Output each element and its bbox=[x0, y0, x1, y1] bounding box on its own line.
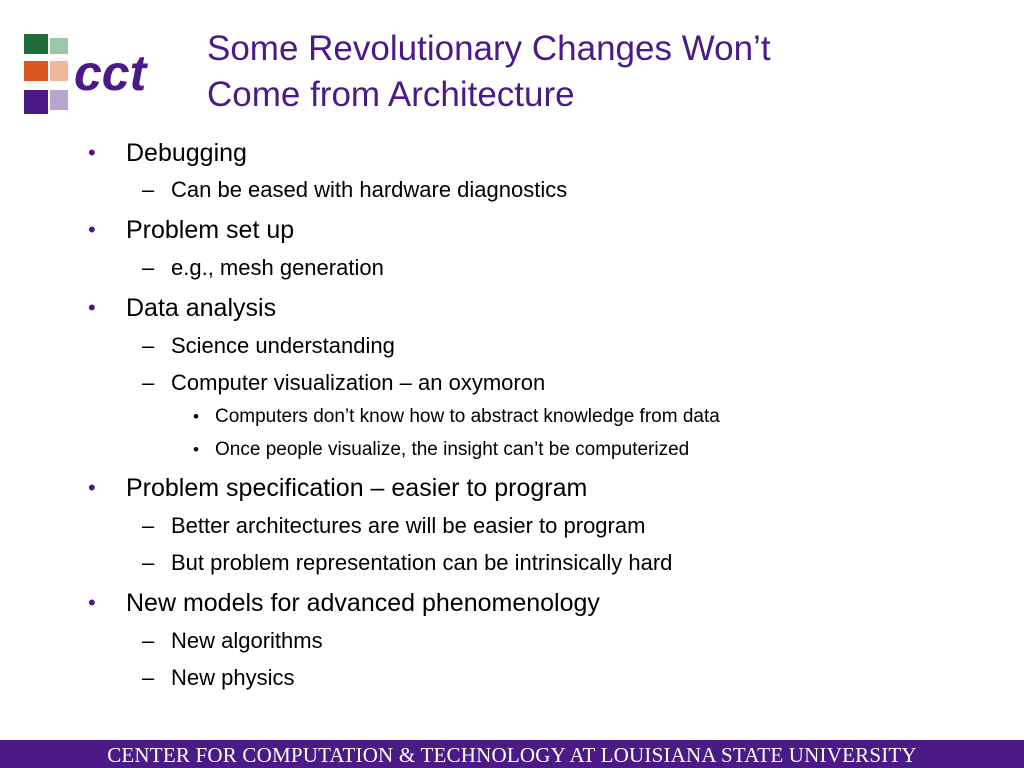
bullet-text: New models for advanced phenomenology bbox=[126, 589, 600, 617]
bullet-marker: • bbox=[88, 475, 96, 500]
bullet-marker: – bbox=[142, 550, 155, 575]
logo-square-orange bbox=[24, 61, 48, 81]
bullet-marker: • bbox=[88, 295, 96, 320]
sub-bullet-item: – New algorithms bbox=[142, 628, 323, 654]
logo-text: cct bbox=[74, 45, 149, 101]
bullet-text: New physics bbox=[171, 665, 295, 690]
bullet-text: Can be eased with hardware diagnostics bbox=[171, 177, 568, 202]
bullet-text: Problem specification – easier to progra… bbox=[126, 474, 588, 502]
logo-square-light-green bbox=[50, 38, 68, 54]
sub-bullet-item: – New physics bbox=[142, 665, 295, 691]
bullet-marker: – bbox=[142, 370, 155, 395]
bullet-marker: – bbox=[142, 628, 155, 653]
bullet-marker: – bbox=[142, 665, 155, 690]
bullet-marker: • bbox=[88, 217, 96, 242]
footer-text: CENTER FOR COMPUTATION & TECHNOLOGY AT L… bbox=[107, 743, 917, 767]
bullet-marker: • bbox=[88, 140, 96, 165]
bullet-text: Science understanding bbox=[171, 333, 395, 358]
bullet-text: Problem set up bbox=[126, 216, 295, 244]
footer-bar: CENTER FOR COMPUTATION & TECHNOLOGY AT L… bbox=[0, 740, 1024, 768]
sub-bullet-item: – Can be eased with hardware diagnostics bbox=[142, 177, 568, 203]
logo-square-purple bbox=[24, 90, 48, 114]
bullet-item: • Debugging bbox=[88, 138, 247, 168]
bullet-text: Better architectures are will be easier … bbox=[171, 513, 646, 538]
bullet-text: Debugging bbox=[126, 139, 247, 167]
logo-square-light-purple bbox=[50, 90, 68, 110]
slide-title: Some Revolutionary Changes Won’t Come fr… bbox=[207, 26, 997, 118]
bullet-marker: • bbox=[193, 440, 199, 459]
bullet-marker: – bbox=[142, 513, 155, 538]
sub-bullet-item: – Science understanding bbox=[142, 333, 395, 359]
bullet-item: • New models for advanced phenomenology bbox=[88, 588, 600, 618]
logo-square-green bbox=[24, 34, 48, 54]
sub-sub-bullet-item: • Once people visualize, the insight can… bbox=[193, 438, 690, 461]
bullet-list: • Debugging – Can be eased with hardware… bbox=[88, 138, 720, 691]
bullet-item: • Data analysis bbox=[88, 293, 277, 323]
sub-bullet-item: – e.g., mesh generation bbox=[142, 255, 384, 281]
bullet-marker: – bbox=[142, 177, 155, 202]
sub-bullet-item: – But problem representation can be intr… bbox=[142, 550, 673, 576]
sub-sub-bullet-item: • Computers don’t know how to abstract k… bbox=[193, 405, 720, 428]
bullet-text: Data analysis bbox=[126, 294, 277, 322]
bullet-marker: – bbox=[142, 333, 155, 358]
slide-title-line-1: Some Revolutionary Changes Won’t bbox=[207, 29, 771, 68]
bullet-marker: • bbox=[193, 407, 199, 426]
logo-square-light-orange bbox=[50, 61, 68, 81]
sub-bullet-item: – Computer visualization – an oxymoron bbox=[142, 370, 546, 396]
bullet-marker: • bbox=[88, 590, 96, 615]
bullet-marker: – bbox=[142, 255, 155, 280]
bullet-text: Once people visualize, the insight can’t… bbox=[215, 439, 690, 460]
bullet-item: • Problem specification – easier to prog… bbox=[88, 473, 588, 503]
slide-title-line-2: Come from Architecture bbox=[207, 75, 575, 114]
cct-logo: cct bbox=[22, 34, 178, 116]
cct-logo-graphic: cct bbox=[24, 34, 149, 114]
bullet-text: New algorithms bbox=[171, 628, 323, 653]
bullet-text: But problem representation can be intrin… bbox=[171, 550, 673, 575]
bullet-text: e.g., mesh generation bbox=[171, 255, 384, 280]
sub-bullet-item: – Better architectures are will be easie… bbox=[142, 513, 646, 539]
bullet-text: Computer visualization – an oxymoron bbox=[171, 370, 546, 395]
bullet-item: • Problem set up bbox=[88, 215, 295, 245]
bullet-text: Computers don’t know how to abstract kno… bbox=[215, 406, 720, 427]
